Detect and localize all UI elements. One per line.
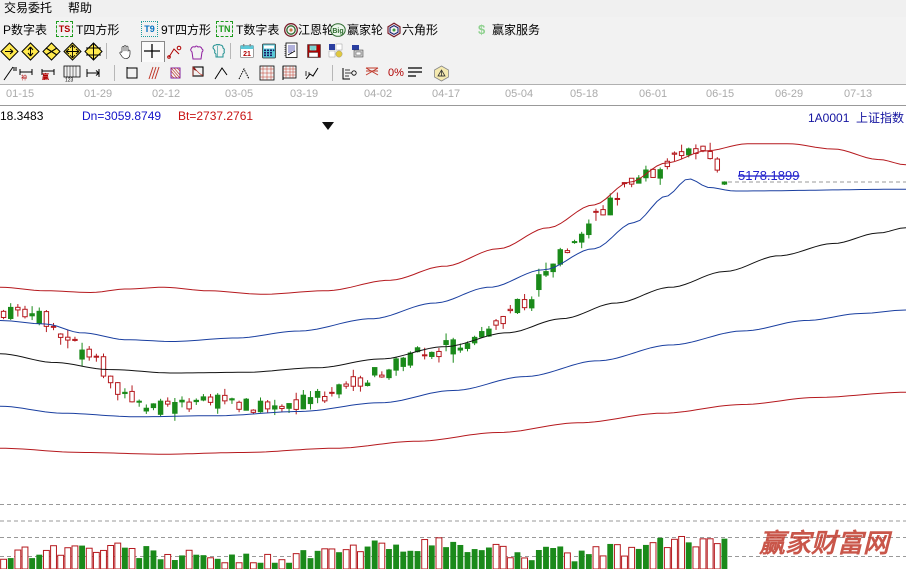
svg-text:赢: 赢: [42, 72, 49, 81]
svg-text:5178.1899: 5178.1899: [738, 168, 799, 183]
svg-text:Big: Big: [332, 28, 343, 35]
svg-text:21: 21: [243, 51, 251, 58]
svg-text:神: 神: [21, 74, 27, 81]
svg-text:$: $: [478, 23, 486, 37]
svg-text:123: 123: [65, 78, 74, 83]
